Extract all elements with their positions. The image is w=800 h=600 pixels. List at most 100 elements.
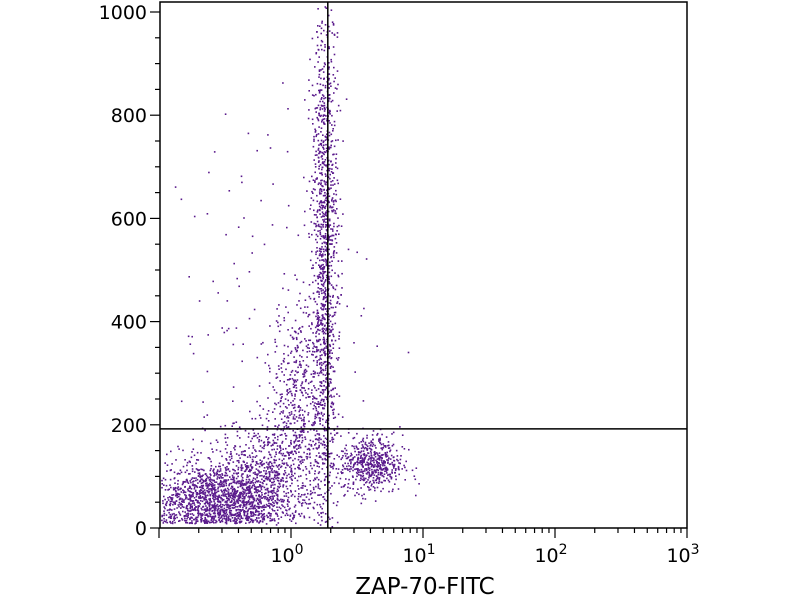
- data-point: [303, 459, 305, 461]
- data-point: [217, 514, 220, 516]
- data-point: [326, 200, 328, 202]
- data-point: [322, 323, 324, 325]
- data-point: [325, 459, 327, 461]
- data-point: [297, 332, 300, 335]
- data-point: [303, 416, 305, 419]
- data-point: [318, 456, 321, 458]
- data-point: [353, 447, 356, 450]
- data-point: [217, 490, 219, 493]
- data-point: [270, 503, 272, 505]
- data-point: [220, 516, 223, 518]
- data-point: [289, 457, 292, 459]
- data-point: [222, 494, 225, 497]
- data-point: [291, 336, 294, 339]
- data-point: [317, 412, 319, 415]
- data-point: [252, 460, 255, 463]
- data-point: [178, 495, 180, 498]
- data-point: [401, 446, 404, 448]
- data-point: [238, 480, 241, 482]
- data-point: [184, 486, 186, 488]
- data-point: [323, 336, 325, 339]
- data-point: [201, 508, 203, 511]
- data-point: [240, 175, 243, 178]
- data-point: [188, 502, 191, 505]
- data-point: [169, 500, 172, 503]
- data-point: [317, 322, 319, 325]
- data-point: [228, 518, 230, 520]
- data-point: [330, 144, 332, 147]
- data-point: [197, 508, 199, 510]
- data-point: [294, 504, 297, 507]
- data-point: [322, 206, 324, 208]
- data-point: [295, 384, 297, 387]
- data-point: [241, 181, 243, 184]
- data-point: [191, 509, 193, 511]
- data-point: [316, 433, 319, 435]
- data-point: [329, 177, 331, 180]
- data-point: [309, 490, 312, 492]
- data-point: [200, 516, 202, 519]
- y-tick-label: 600: [111, 208, 147, 230]
- data-point: [319, 271, 321, 274]
- data-point: [290, 475, 293, 478]
- data-point: [204, 498, 206, 500]
- data-point: [331, 239, 334, 242]
- data-point: [302, 281, 305, 284]
- data-point: [340, 450, 343, 452]
- data-point: [325, 499, 327, 502]
- data-point: [388, 444, 390, 447]
- data-point: [226, 466, 228, 468]
- data-point: [286, 379, 289, 381]
- data-point: [328, 481, 330, 483]
- data-point: [222, 489, 225, 492]
- data-point: [371, 445, 374, 447]
- data-point: [250, 501, 253, 503]
- data-point: [250, 482, 252, 484]
- data-point: [320, 192, 322, 195]
- data-point: [281, 459, 283, 462]
- data-point: [236, 506, 239, 508]
- data-point: [332, 467, 334, 470]
- data-point: [272, 411, 274, 413]
- data-point: [378, 478, 381, 481]
- data-point: [324, 280, 327, 282]
- data-point: [351, 454, 353, 456]
- data-point: [328, 248, 330, 251]
- data-point: [258, 486, 260, 488]
- data-point: [217, 516, 220, 519]
- data-point: [320, 216, 323, 218]
- data-point: [322, 115, 325, 117]
- x-tick-label: 103: [666, 542, 699, 567]
- data-point: [322, 373, 325, 376]
- data-point: [283, 421, 286, 423]
- data-point: [316, 216, 318, 219]
- data-point: [171, 509, 173, 511]
- data-point: [318, 452, 320, 454]
- data-point: [253, 485, 256, 488]
- data-point: [206, 508, 208, 510]
- data-point: [235, 453, 238, 455]
- data-point: [271, 508, 273, 510]
- data-point: [271, 448, 273, 451]
- data-point: [313, 135, 315, 138]
- data-point: [204, 522, 206, 524]
- data-point: [241, 486, 244, 489]
- data-point: [318, 112, 320, 115]
- data-point: [329, 329, 332, 332]
- data-point: [296, 379, 299, 381]
- data-point: [251, 252, 253, 254]
- data-point: [309, 456, 311, 459]
- data-point: [223, 517, 225, 519]
- data-point: [352, 465, 355, 467]
- data-point: [378, 462, 380, 464]
- data-point: [263, 447, 265, 450]
- data-point: [334, 387, 336, 389]
- data-point: [201, 517, 203, 520]
- data-point: [229, 511, 232, 514]
- data-point: [260, 502, 262, 505]
- data-point: [273, 434, 276, 436]
- data-point: [290, 489, 292, 492]
- data-point: [294, 274, 296, 276]
- data-point: [299, 354, 301, 357]
- data-point: [210, 460, 212, 463]
